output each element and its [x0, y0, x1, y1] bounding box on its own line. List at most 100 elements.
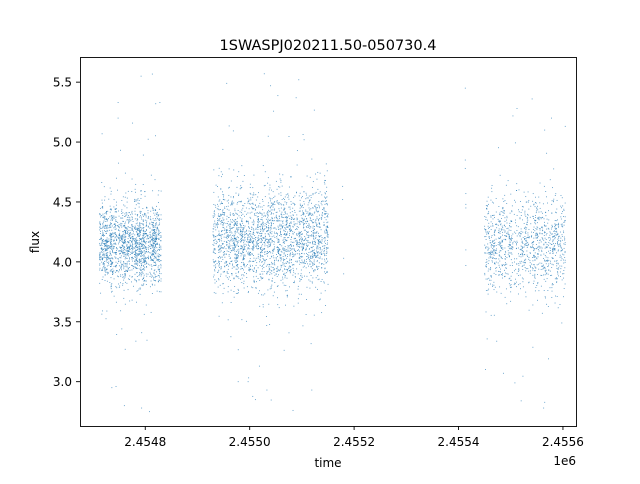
data-point [127, 214, 129, 216]
data-point [294, 204, 296, 205]
data-point [261, 255, 263, 257]
data-point [121, 244, 123, 246]
data-point [134, 263, 136, 265]
data-point [248, 261, 250, 263]
data-point [529, 216, 531, 218]
data-point [251, 207, 253, 209]
data-point [229, 186, 230, 188]
data-point [526, 224, 528, 226]
data-point [143, 255, 145, 257]
data-point [534, 235, 536, 237]
data-point [507, 253, 509, 255]
data-point [297, 246, 299, 247]
data-point [308, 259, 310, 261]
data-point [305, 261, 307, 263]
data-point [149, 240, 151, 242]
data-point [264, 184, 266, 186]
data-point [144, 241, 146, 243]
data-point [135, 262, 137, 264]
data-point [115, 286, 117, 288]
data-point [528, 243, 530, 245]
data-point [536, 232, 538, 234]
data-point [264, 259, 266, 261]
data-point [153, 226, 155, 228]
data-point [213, 240, 214, 242]
data-point [248, 223, 250, 225]
data-point [254, 209, 256, 211]
data-point [314, 269, 316, 271]
data-point [293, 249, 295, 251]
data-point [152, 190, 154, 192]
data-point [217, 218, 218, 219]
data-point [286, 226, 288, 228]
data-point [265, 218, 267, 220]
data-point [220, 266, 222, 268]
data-point [321, 218, 323, 220]
data-point [251, 226, 253, 228]
data-point [104, 235, 105, 236]
data-point [496, 340, 498, 342]
data-point [123, 242, 125, 244]
data-point [119, 269, 120, 271]
data-point [220, 268, 222, 270]
data-point [299, 242, 301, 244]
data-point [247, 221, 249, 223]
data-point [318, 235, 320, 237]
data-point [228, 276, 230, 278]
data-point [156, 242, 158, 244]
data-point [137, 260, 139, 262]
data-point [286, 222, 288, 224]
data-point [282, 204, 284, 206]
data-point [159, 244, 160, 246]
data-point [136, 229, 138, 231]
data-point [136, 301, 137, 303]
data-point [501, 228, 503, 230]
data-point [288, 268, 290, 269]
data-point [326, 232, 328, 234]
data-point [134, 273, 136, 275]
data-point [142, 220, 144, 222]
data-point [532, 267, 533, 269]
data-point [124, 224, 126, 226]
data-point [101, 251, 103, 253]
data-point [296, 214, 298, 216]
data-point [278, 229, 279, 230]
data-point [324, 241, 326, 243]
data-point [123, 289, 125, 291]
data-point [531, 242, 533, 244]
data-point [274, 201, 276, 203]
data-point [314, 254, 316, 256]
data-point [249, 253, 250, 255]
data-point [259, 228, 261, 230]
data-point [300, 255, 302, 257]
data-point [322, 209, 323, 210]
data-point [219, 234, 221, 236]
data-point [155, 240, 157, 242]
data-point [286, 240, 288, 242]
data-point [323, 281, 325, 283]
data-point [269, 206, 271, 208]
data-point [124, 303, 126, 305]
data-point [118, 210, 119, 212]
data-point [225, 231, 227, 233]
data-point [299, 278, 301, 279]
data-point [302, 207, 304, 209]
data-point [249, 258, 251, 260]
data-point [251, 286, 253, 288]
data-point [148, 238, 149, 240]
data-point [262, 243, 264, 245]
data-point [528, 270, 530, 272]
data-point [103, 256, 105, 258]
data-point [259, 212, 261, 214]
data-point [491, 191, 493, 193]
data-point [153, 270, 155, 272]
data-point [120, 250, 122, 252]
data-point [271, 223, 272, 225]
data-point [488, 227, 489, 229]
data-point [156, 213, 158, 215]
data-point [534, 259, 536, 261]
data-point [280, 279, 282, 281]
data-point [255, 228, 257, 230]
data-point [140, 269, 142, 271]
data-point [536, 285, 538, 286]
